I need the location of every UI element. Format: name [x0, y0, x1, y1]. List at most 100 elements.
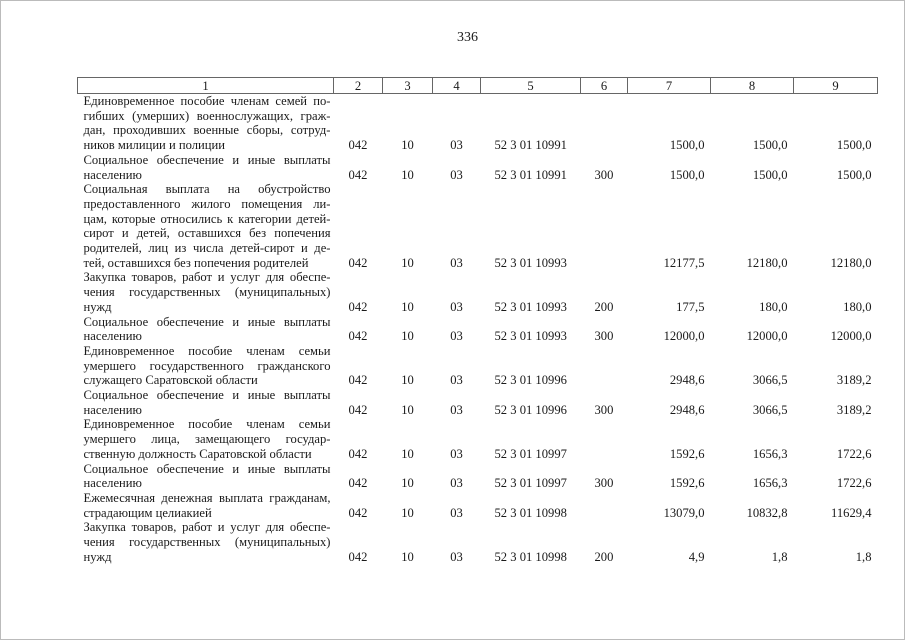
cell-col-5: 52 3 01 10991: [494, 138, 567, 153]
description-line: тей, оставшихся без попечения родителей: [83, 255, 309, 270]
cell-col-5: 52 3 01 10997: [494, 476, 567, 491]
description-line: Социальное обеспечение и иные выплаты: [83, 461, 331, 476]
cell-col-5: 52 3 01 10998: [494, 505, 567, 520]
cell-col-2: 042: [348, 255, 368, 270]
table-row: Социальное обеспечение и иные выплаты нас…: [78, 153, 878, 182]
row-description: Единовременное пособие членам семьи умерш…: [78, 417, 334, 461]
column-header-6: 6: [580, 77, 628, 94]
description-line: Социальное обеспечение и иные выплаты: [83, 314, 331, 329]
cell-col-6: 200: [594, 549, 614, 564]
cell-col-9: 3189,2: [836, 402, 872, 417]
cell-col-4: 03: [450, 329, 463, 344]
description-line: страдающим целиакией: [83, 505, 212, 520]
description-line: нужд: [83, 549, 112, 564]
description-line: гибших (умерших) военнослужащих, граж-: [83, 108, 331, 123]
cell-col-8: 1656,3: [752, 476, 788, 491]
cell-col-3: 10: [401, 476, 414, 491]
cell-col-8: 10832,8: [746, 505, 788, 520]
cell-col-4: 03: [450, 167, 463, 182]
description-line: Единовременное пособие членам семьи: [83, 417, 331, 432]
cell-col-6: [581, 491, 628, 520]
table-row: Единовременное пособие членам семей по-г…: [78, 94, 878, 153]
cell-col-9: 1722,6: [836, 446, 872, 461]
cell-col-9: 1,8: [855, 549, 872, 564]
cell-col-7: 4,9: [688, 549, 705, 564]
description-line: Социальная выплата на обустройство: [83, 182, 331, 197]
cell-col-9: 1722,6: [836, 476, 872, 491]
cell-col-5: 52 3 01 10998: [494, 549, 567, 564]
cell-col-7: 12177,5: [663, 255, 705, 270]
cell-col-5: 52 3 01 10996: [494, 402, 567, 417]
cell-col-3: 10: [401, 549, 414, 564]
description-line: населению: [83, 402, 142, 417]
description-line: служащего Саратовской области: [83, 373, 258, 388]
description-line: Социальное обеспечение и иные выплаты: [83, 152, 331, 167]
cell-col-7: 1500,0: [669, 167, 705, 182]
cell-col-4: 03: [450, 505, 463, 520]
cell-col-6: [581, 94, 628, 153]
row-description: Единовременное пособие членам семьи умерш…: [78, 344, 334, 388]
description-line: сирот и детей, оставшихся без попечения: [83, 226, 331, 241]
cell-col-6: 300: [594, 167, 614, 182]
description-line: Единовременное пособие членам семей по-: [83, 94, 331, 108]
cell-col-2: 042: [348, 505, 368, 520]
cell-col-3: 10: [401, 505, 414, 520]
row-description: Закупка товаров, работ и услуг для обесп…: [78, 270, 334, 314]
cell-col-2: 042: [348, 329, 368, 344]
description-line: Ежемесячная денежная выплата гражданам,: [83, 490, 331, 505]
cell-col-6: 300: [594, 329, 614, 344]
cell-col-2: 042: [348, 167, 368, 182]
description-line: умершего лица, замещающего государ-: [83, 432, 331, 447]
cell-col-3: 10: [401, 299, 414, 314]
description-line: чения государственных (муниципальных): [83, 535, 331, 550]
row-description: Единовременное пособие членам семей по-г…: [78, 94, 334, 153]
cell-col-9: 12180,0: [830, 255, 872, 270]
cell-col-8: 12000,0: [746, 329, 788, 344]
description-line: родителей, лиц из числа детей-сирот и де…: [83, 241, 331, 256]
cell-col-8: 1,8: [771, 549, 788, 564]
cell-col-6: [581, 417, 628, 461]
cell-col-2: 042: [348, 373, 368, 388]
cell-col-8: 1500,0: [752, 138, 788, 153]
row-description: Социальное обеспечение и иные выплаты нас…: [78, 462, 334, 491]
table-row: Социальное обеспечение и иные выплаты нас…: [78, 462, 878, 491]
row-description: Социальная выплата на обустройство предос…: [78, 182, 334, 270]
cell-col-8: 3066,5: [752, 373, 788, 388]
cell-col-6: 200: [594, 299, 614, 314]
cell-col-3: 10: [401, 402, 414, 417]
table-row: Социальное обеспечение и иные выплаты нас…: [78, 315, 878, 344]
table-row: Единовременное пособие членам семьи умерш…: [78, 417, 878, 461]
description-line: ников милиции и полиции: [83, 138, 225, 153]
row-description: Социальное обеспечение и иные выплаты нас…: [78, 153, 334, 182]
cell-col-2: 042: [348, 549, 368, 564]
description-line: ственную должность Саратовской области: [83, 446, 312, 461]
cell-col-3: 10: [401, 373, 414, 388]
cell-col-7: 1500,0: [669, 138, 705, 153]
cell-col-6: [581, 182, 628, 270]
column-header-8: 8: [710, 77, 794, 94]
cell-col-7: 1592,6: [669, 476, 705, 491]
cell-col-2: 042: [348, 476, 368, 491]
cell-col-8: 180,0: [759, 299, 788, 314]
cell-col-5: 52 3 01 10997: [494, 446, 567, 461]
column-header-5: 5: [480, 77, 581, 94]
cell-col-2: 042: [348, 402, 368, 417]
column-header-2: 2: [333, 77, 383, 94]
cell-col-4: 03: [450, 476, 463, 491]
cell-col-3: 10: [401, 255, 414, 270]
description-line: Единовременное пособие членам семьи: [83, 343, 331, 358]
table-row: Единовременное пособие членам семьи умерш…: [78, 344, 878, 388]
row-description: Закупка товаров, работ и услуг для обесп…: [78, 520, 334, 564]
table-row: Социальное обеспечение и иные выплаты нас…: [78, 388, 878, 417]
description-line: населению: [83, 167, 142, 182]
cell-col-9: 180,0: [843, 299, 872, 314]
cell-col-2: 042: [348, 446, 368, 461]
cell-col-3: 10: [401, 329, 414, 344]
cell-col-4: 03: [450, 549, 463, 564]
cell-col-8: 1656,3: [752, 446, 788, 461]
description-line: умершего государственного гражданского: [83, 358, 331, 373]
cell-col-4: 03: [450, 255, 463, 270]
cell-col-5: 52 3 01 10991: [494, 167, 567, 182]
